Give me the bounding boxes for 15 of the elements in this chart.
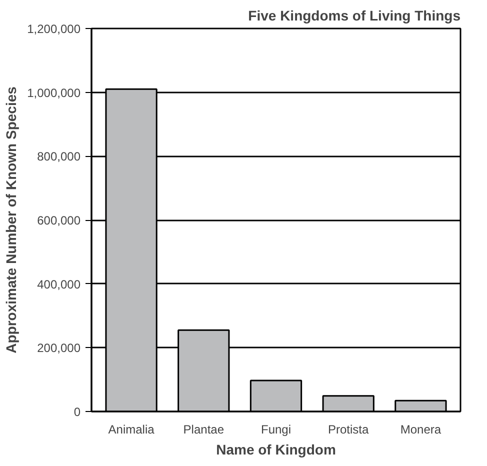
y-tick-label: 400,000	[37, 277, 81, 292]
x-tick-label: Animalia	[108, 422, 155, 436]
x-tick-label: Plantae	[183, 422, 224, 436]
y-tick-label: 200,000	[37, 341, 81, 356]
y-tick-label: 1,000,000	[27, 86, 81, 100]
y-axis-title: Approximate Number of Known Species	[3, 86, 20, 354]
x-tick-label: Fungi	[260, 422, 292, 436]
y-tick-label: 800,000	[37, 150, 81, 164]
y-tick-label: 600,000	[37, 214, 81, 228]
y-tick-label: 0	[74, 405, 81, 419]
x-tick-label: Monera	[400, 422, 442, 436]
y-tick-label: 1,200,000	[27, 22, 81, 36]
chart-title: Five Kingdoms of Living Things	[248, 8, 461, 24]
x-tick-label: Protista	[328, 422, 370, 436]
x-axis-title: Name of Kingdom	[216, 442, 336, 458]
